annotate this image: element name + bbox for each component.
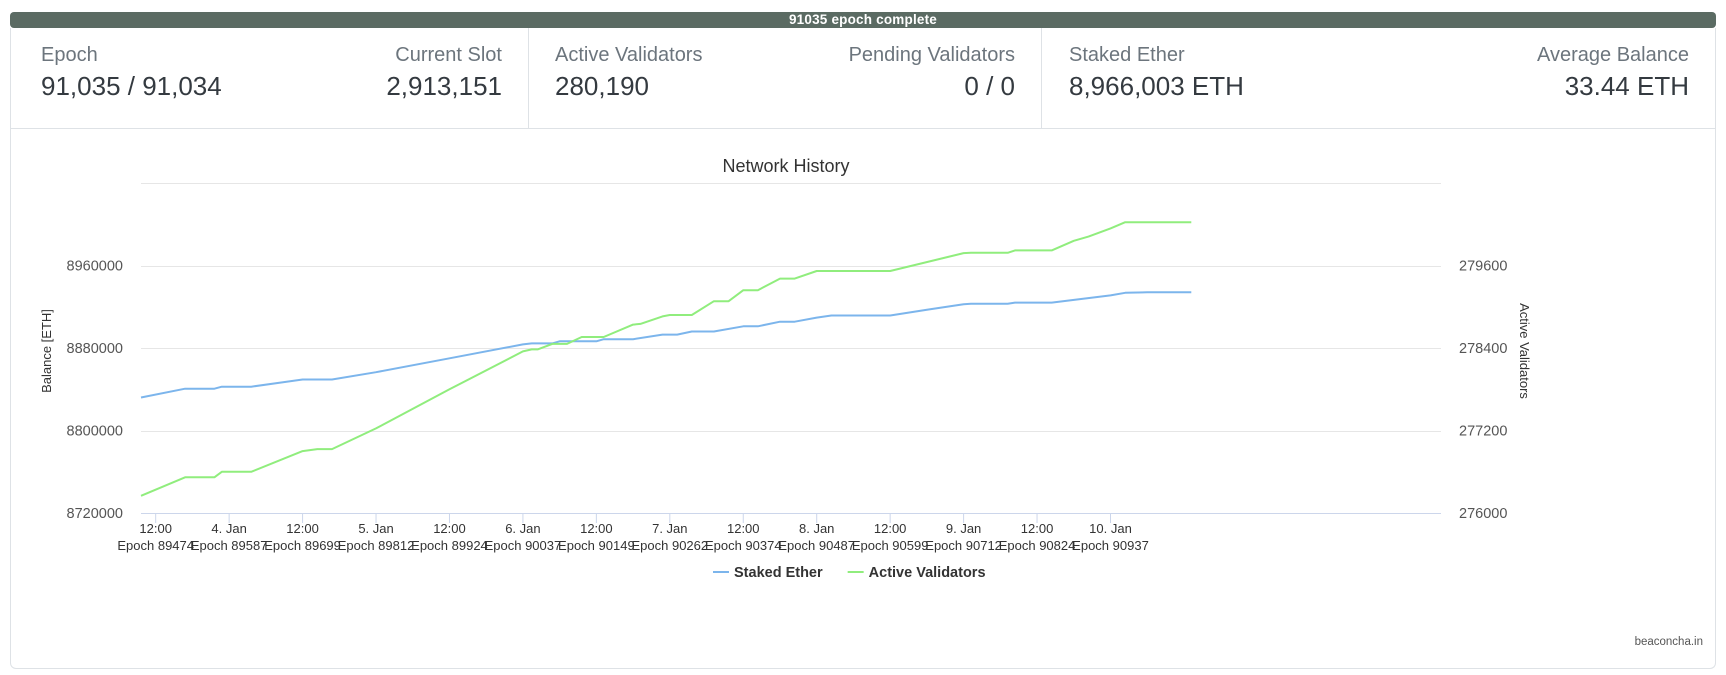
y-right-tick-label: 279600 xyxy=(1459,259,1507,275)
x-tick-label: 7. Jan xyxy=(652,521,687,536)
x-tick-epoch-label: Epoch 89474 xyxy=(117,538,194,553)
y-left-tick-label: 8960000 xyxy=(67,259,123,275)
x-tick-epoch-label: Epoch 90487 xyxy=(778,538,855,553)
epoch-progress-fill xyxy=(10,12,1716,28)
x-tick-epoch-label: Epoch 90937 xyxy=(1072,538,1149,553)
x-tick-epoch-label: Epoch 90037 xyxy=(485,538,562,553)
y-left-tick-label: 8720000 xyxy=(67,506,123,522)
x-tick-epoch-label: Epoch 89699 xyxy=(264,538,341,553)
x-tick-label: 10. Jan xyxy=(1089,521,1132,536)
active-validators-line xyxy=(140,221,1192,497)
x-tick-label: 12:00 xyxy=(433,521,466,536)
network-stats: Epoch 91,035 / 91,034 Current Slot 2,913… xyxy=(11,28,1715,129)
staked-ether-legend-label: Staked Ether xyxy=(734,565,823,581)
chart-grid xyxy=(141,183,1441,514)
x-tick-label: 12:00 xyxy=(1021,521,1054,536)
stat-active-validators-label: Active Validators xyxy=(555,44,703,66)
ether-group: Staked Ether 8,966,003 ETH Average Balan… xyxy=(1042,28,1715,128)
y-right-tick-label: 276000 xyxy=(1459,506,1507,522)
stat-epoch-label: Epoch xyxy=(41,44,98,66)
epoch-slot-group: Epoch 91,035 / 91,034 Current Slot 2,913… xyxy=(11,28,529,128)
stat-staked-ether-value: 8,966,003 ETH xyxy=(1069,71,1244,101)
x-tick-epoch-label: Epoch 90599 xyxy=(852,538,929,553)
epoch-progress-text: 91035 epoch complete xyxy=(788,12,938,27)
stat-active-validators: Active Validators 280,190 xyxy=(555,44,702,102)
y-left-tick-label: 8880000 xyxy=(67,341,123,357)
network-card: Epoch 91,035 / 91,034 Current Slot 2,913… xyxy=(10,28,1716,669)
staked-ether-line xyxy=(140,291,1192,399)
x-tick-label: 9. Jan xyxy=(946,521,981,536)
chart-credit[interactable]: beaconcha.in xyxy=(1634,636,1703,648)
stat-pending-validators: Pending Validators 0 / 0 xyxy=(849,44,1015,102)
y-axis-right-title: Active Validators xyxy=(1517,303,1532,399)
network-history-chart: Network History 8720000 8800000 8880000 896… xyxy=(39,156,1532,581)
stat-current-slot-value: 2,913,151 xyxy=(386,71,502,101)
x-tick-label: 5. Jan xyxy=(358,521,393,536)
stat-current-slot-label: Current Slot xyxy=(395,44,502,66)
y-axis-right: 276000 277200 278400 279600 xyxy=(1459,259,1507,523)
network-history-chart-area: Network History 8720000 8800000 8880000 896… xyxy=(11,128,1715,668)
x-tick-epoch-label: Epoch 89812 xyxy=(338,538,415,553)
y-right-tick-label: 277200 xyxy=(1459,424,1507,440)
x-tick-label: 12:00 xyxy=(286,521,319,536)
chart-series xyxy=(140,221,1192,497)
y-axis-left: 8720000 8800000 8880000 8960000 xyxy=(67,259,123,523)
stat-average-balance-label: Average Balance xyxy=(1537,44,1689,66)
x-tick-epoch-label: Epoch 90262 xyxy=(632,538,709,553)
stat-epoch-value: 91,035 / 91,034 xyxy=(41,71,222,101)
x-tick-epoch-label: Epoch 90374 xyxy=(705,538,782,553)
y-left-tick-label: 8800000 xyxy=(67,424,123,440)
validators-group: Active Validators 280,190 Pending Valida… xyxy=(529,28,1042,128)
x-tick-label: 12:00 xyxy=(139,521,172,536)
stat-staked-ether: Staked Ether 8,966,003 ETH xyxy=(1069,44,1244,102)
x-tick-epoch-label: Epoch 90712 xyxy=(925,538,1002,553)
stat-active-validators-value: 280,190 xyxy=(555,71,649,101)
x-tick-epoch-label: Epoch 89587 xyxy=(191,538,268,553)
y-axis-left-title: Balance [ETH] xyxy=(39,309,54,393)
stat-average-balance: Average Balance 33.44 ETH xyxy=(1537,44,1689,102)
active-validators-legend-label: Active Validators xyxy=(869,565,986,581)
stat-epoch: Epoch 91,035 / 91,034 xyxy=(41,44,222,102)
x-tick-label: 4. Jan xyxy=(211,521,246,536)
epoch-progress-bar: 91035 epoch complete xyxy=(10,12,1716,28)
stat-current-slot: Current Slot 2,913,151 xyxy=(386,44,502,102)
x-tick-epoch-label: Epoch 90149 xyxy=(558,538,635,553)
y-right-tick-label: 278400 xyxy=(1459,341,1507,357)
x-tick-label: 12:00 xyxy=(580,521,613,536)
chart-legend[interactable]: Staked Ether Active Validators xyxy=(713,565,986,581)
x-tick-epoch-label: Epoch 89924 xyxy=(411,538,488,553)
x-tick-label: 8. Jan xyxy=(799,521,834,536)
stat-pending-validators-label: Pending Validators xyxy=(848,44,1015,66)
x-tick-epoch-label: Epoch 90824 xyxy=(999,538,1076,553)
stat-staked-ether-label: Staked Ether xyxy=(1069,44,1185,66)
chart-title: Network History xyxy=(722,156,849,176)
x-tick-label: 6. Jan xyxy=(505,521,540,536)
x-tick-label: 12:00 xyxy=(727,521,760,536)
stat-pending-validators-value: 0 / 0 xyxy=(964,71,1015,101)
stat-average-balance-value: 33.44 ETH xyxy=(1564,71,1689,101)
x-axis: 12:00 Epoch 89474 4. Jan Epoch 89587 12:00 Ep… xyxy=(117,513,1149,553)
x-tick-label: 12:00 xyxy=(874,521,907,536)
